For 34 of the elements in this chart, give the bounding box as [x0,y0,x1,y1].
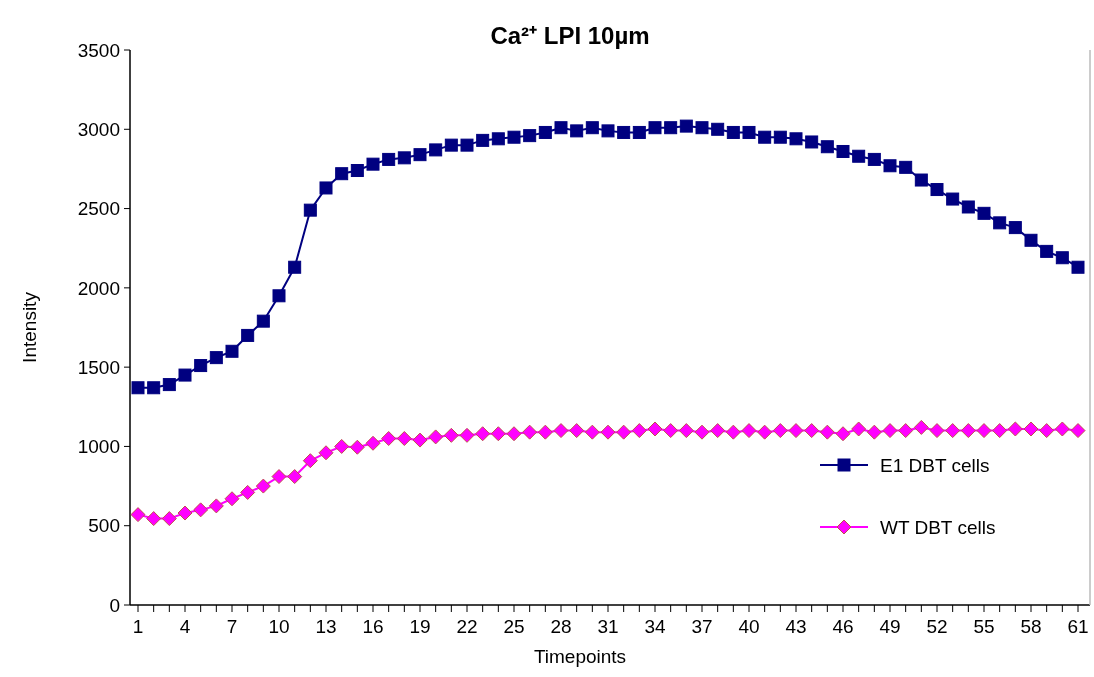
x-tick-label: 55 [973,616,995,637]
chart-title: Ca²⁺ LPI 10µm [490,22,650,49]
y-tick-label: 2000 [77,277,120,299]
y-tick-label: 3000 [77,118,120,140]
x-tick-label: 25 [503,616,525,637]
x-tick-label: 1 [132,616,144,637]
x-tick-label: 58 [1020,616,1042,637]
y-tick-label: 1500 [77,356,120,378]
x-tick-label: 28 [550,616,572,637]
x-tick-label: 4 [179,616,191,637]
x-tick-label: 43 [785,616,807,637]
x-tick-label: 10 [268,616,290,637]
x-tick-label: 22 [456,616,478,637]
x-tick-label: 46 [832,616,854,637]
x-tick-label: 34 [644,616,666,637]
x-axis-title: Timepoints [533,646,627,667]
x-tick-label: 40 [738,616,760,637]
legend-label: WT DBT cells [880,516,996,538]
y-tick-label: 3500 [77,39,120,61]
x-tick-label: 49 [879,616,901,637]
x-tick-label: 37 [691,616,713,637]
x-tick-label: 19 [409,616,431,637]
y-tick-label: 0 [109,594,120,616]
legend-label: E1 DBT cells [880,454,990,476]
y-axis-title: Intensity [19,291,40,363]
x-tick-label: 7 [226,616,238,637]
x-tick-label: 52 [926,616,948,637]
x-tick-label: 16 [362,616,384,637]
y-tick-label: 2500 [77,198,120,220]
y-tick-label: 1000 [77,436,120,458]
y-tick-label: 500 [88,515,120,537]
x-tick-label: 31 [597,616,619,637]
x-tick-label: 13 [315,616,337,637]
x-tick-label: 61 [1067,616,1089,637]
